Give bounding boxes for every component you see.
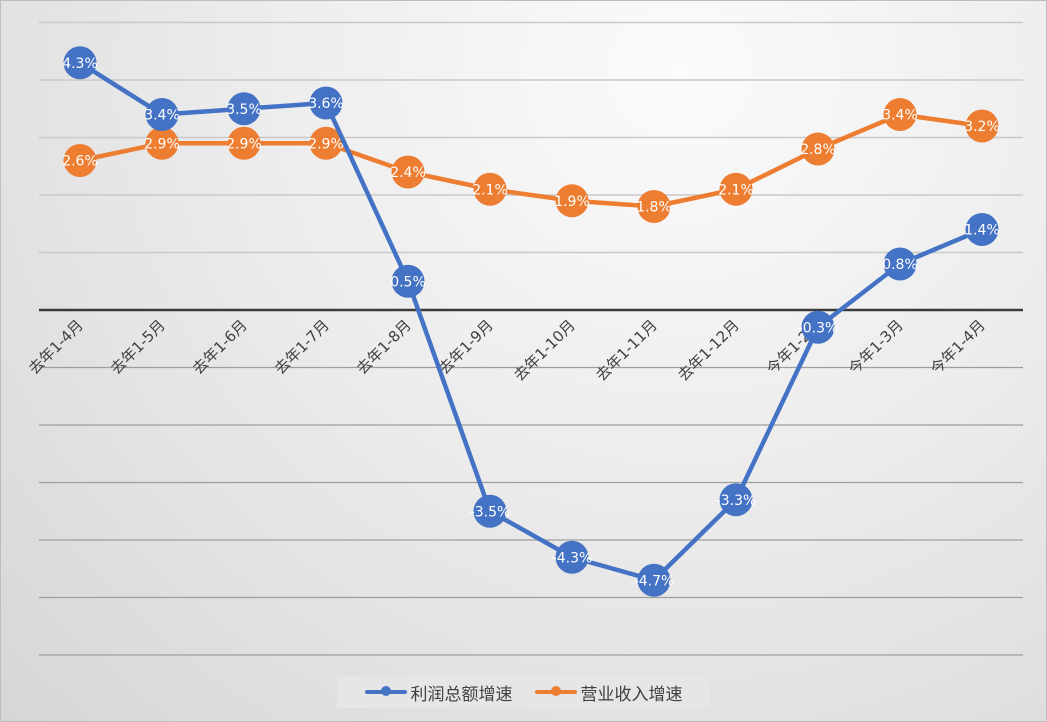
x-axis-tick-label: 去年1-12月 <box>674 316 743 385</box>
data-label: 0.8% <box>882 257 918 273</box>
legend-label: 营业收入增速 <box>580 684 683 705</box>
data-label: 3.4% <box>144 108 180 124</box>
data-label: 2.9% <box>144 136 180 152</box>
data-label: -4.7% <box>634 573 675 589</box>
data-label: -3.5% <box>470 504 511 520</box>
data-point-marker <box>719 483 753 517</box>
data-label: 3.5% <box>226 102 262 118</box>
legend-label: 利润总额增速 <box>410 684 513 705</box>
data-point-marker <box>63 144 97 177</box>
data-label: 3.2% <box>964 119 1000 135</box>
data-point-marker <box>801 132 835 166</box>
data-point-marker <box>883 247 917 281</box>
x-axis-tick-label: 去年1-6月 <box>189 316 251 378</box>
data-label: 3.4% <box>882 108 918 124</box>
data-label: 1.8% <box>636 200 672 216</box>
data-label: -0.3% <box>798 320 839 336</box>
data-label: 4.3% <box>62 56 98 72</box>
data-label: 2.6% <box>62 154 98 170</box>
data-label: 2.8% <box>800 142 836 158</box>
legend-line-marker-icon <box>364 686 407 696</box>
data-point-marker <box>965 213 999 246</box>
data-label: 2.1% <box>472 182 508 198</box>
series-line <box>79 112 983 209</box>
data-label: -4.3% <box>552 550 593 566</box>
data-label: 3.6% <box>308 96 344 112</box>
data-point-marker <box>473 494 507 528</box>
series-revenue-growth: 2.6% 2.9% 2.9% 2.9% 2.4% 2.1% 1.9% 1.8% 2.1% 2.8%… <box>62 98 1000 223</box>
data-point-marker <box>473 172 507 206</box>
x-axis-tick-label: 去年1-4月 <box>25 316 87 378</box>
data-point-marker <box>227 92 261 126</box>
data-point-marker <box>965 109 999 143</box>
data-point-marker <box>719 172 753 206</box>
legend: 利润总额增速 营业收入增速 <box>337 676 710 708</box>
x-axis-tick-label: 去年1-9月 <box>435 316 497 378</box>
data-point-marker <box>227 126 261 160</box>
data-point-marker <box>145 98 179 131</box>
data-point-marker <box>309 86 343 120</box>
data-point-marker <box>637 563 671 597</box>
x-axis-tick-label: 今年1-4月 <box>927 316 989 378</box>
data-label: 2.1% <box>718 182 754 198</box>
data-point-marker <box>555 540 589 574</box>
data-point-marker <box>883 98 917 131</box>
series-line <box>78 60 983 583</box>
data-label: 1.9% <box>554 194 590 210</box>
legend-item-revenue: 营业收入增速 <box>534 680 683 705</box>
data-point-marker <box>391 155 425 189</box>
data-point-marker <box>637 190 671 223</box>
legend-item-profit: 利润总额增速 <box>364 680 513 705</box>
data-point-marker <box>801 310 835 344</box>
data-point-marker <box>309 126 343 160</box>
x-axis-tick-label: 今年1-3月 <box>845 316 907 378</box>
data-label: 1.4% <box>964 223 1000 239</box>
data-point-marker <box>63 46 97 80</box>
data-label: -3.3% <box>716 493 757 509</box>
data-label: 0.5% <box>390 274 426 290</box>
series-profit-growth: 4.3% 3.4% 3.5% 3.6% 0.5% -3.5% -4.3% -4.7% -3.3%… <box>62 46 1000 597</box>
data-label: 2.4% <box>390 165 426 181</box>
x-axis-tick-label: 去年1-7月 <box>271 316 333 378</box>
x-axis-tick-label: 去年1-11月 <box>592 316 661 385</box>
data-label: 2.9% <box>226 136 262 152</box>
legend-line-marker-icon <box>534 686 577 696</box>
x-axis-tick-label: 去年1-8月 <box>353 316 415 378</box>
data-point-marker <box>555 184 589 218</box>
x-axis-tick-label: 去年1-5月 <box>107 316 169 378</box>
x-axis-tick-label: 去年1-10月 <box>510 316 579 385</box>
data-point-marker <box>145 126 179 160</box>
data-point-marker <box>391 264 425 298</box>
data-label: 2.9% <box>308 136 344 152</box>
